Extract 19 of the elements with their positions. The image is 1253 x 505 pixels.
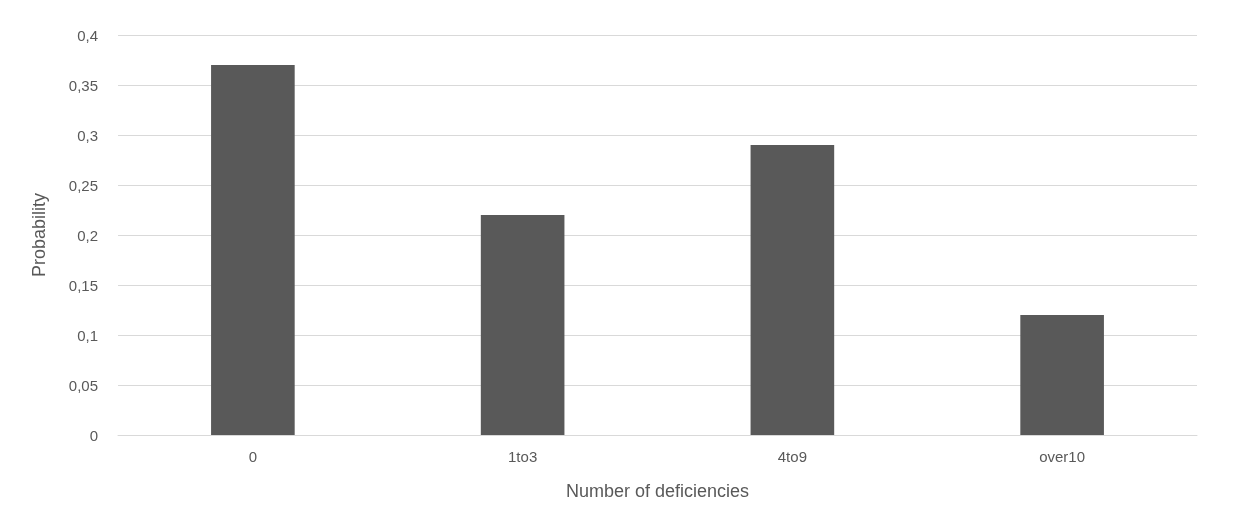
y-tick-label: 0 xyxy=(89,426,98,444)
bar xyxy=(1020,315,1104,435)
y-tick-label: 0,2 xyxy=(77,226,98,244)
y-tick-label: 0,15 xyxy=(68,276,98,294)
y-tick-label: 0,3 xyxy=(77,126,98,144)
x-tick-label: 1to3 xyxy=(508,448,538,465)
bar xyxy=(480,215,565,435)
y-axis-title: Probability xyxy=(29,192,49,278)
y-tick-label: 0,35 xyxy=(68,76,98,94)
y-tick-label: 0,4 xyxy=(77,26,98,44)
y-tick-label: 0,1 xyxy=(77,326,98,344)
x-tick-label: over10 xyxy=(1039,448,1086,465)
bar xyxy=(211,65,295,435)
bar xyxy=(750,145,835,435)
x-tick-label: 0 xyxy=(248,448,258,465)
y-tick-label: 0,05 xyxy=(68,376,98,394)
y-tick-label: 0,25 xyxy=(68,176,98,194)
x-axis-title: Number of deficiencies xyxy=(565,481,750,501)
x-tick-label: 4to9 xyxy=(777,448,807,465)
